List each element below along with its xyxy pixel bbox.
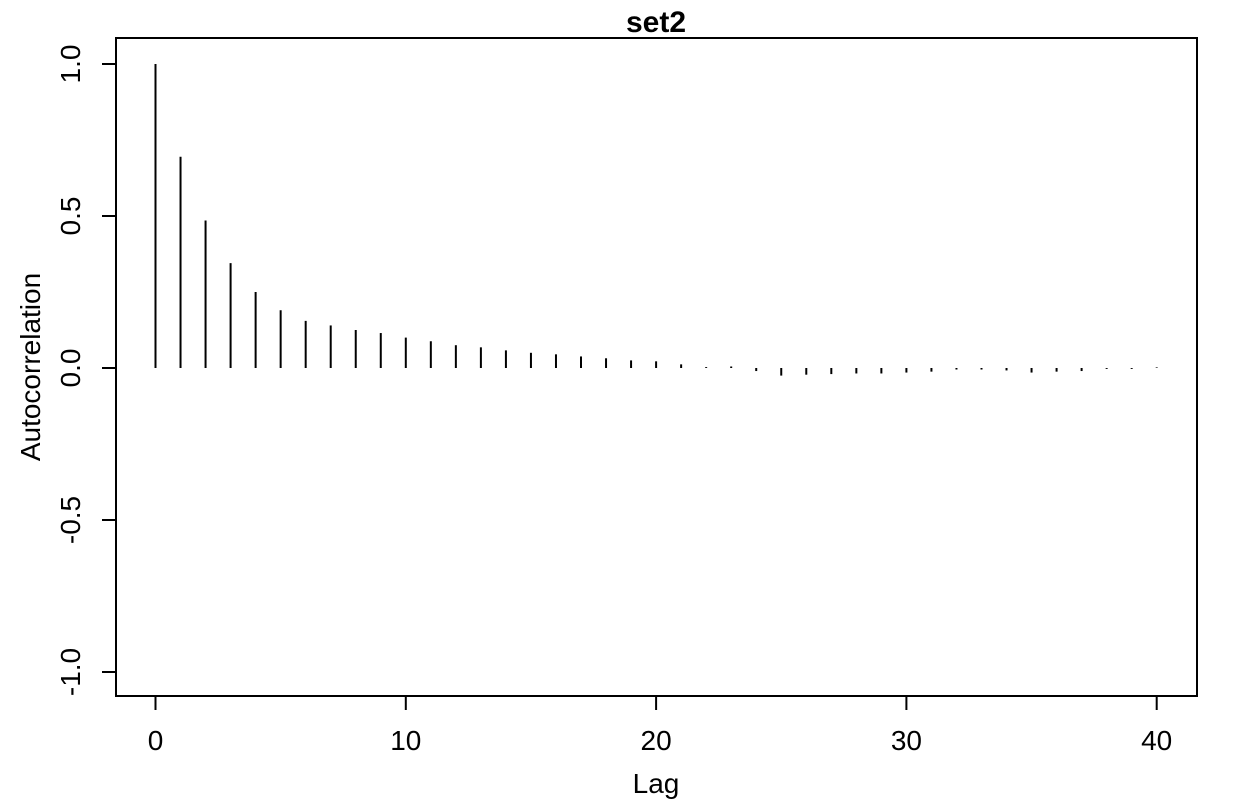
bars-group bbox=[154, 64, 1158, 376]
x-tick-label-40: 40 bbox=[1141, 725, 1172, 756]
x-tick-label-0: 0 bbox=[148, 725, 164, 756]
y-tick-label-0: -1.0 bbox=[55, 648, 86, 696]
y-tick-label-4: 1.0 bbox=[55, 45, 86, 84]
y-tick-label-2: 0.0 bbox=[55, 349, 86, 388]
x-tick-label-30: 30 bbox=[891, 725, 922, 756]
y-axis-label: Autocorrelation bbox=[15, 273, 46, 461]
y-tick-label-3: 0.5 bbox=[55, 197, 86, 236]
y-axis: -1.0 -0.5 0.0 0.5 1.0 bbox=[55, 45, 117, 696]
x-axis-label: Lag bbox=[633, 768, 680, 799]
y-tick-label-1: -0.5 bbox=[55, 496, 86, 544]
x-tick-label-20: 20 bbox=[641, 725, 672, 756]
chart-title: set2 bbox=[626, 6, 686, 39]
x-tick-label-10: 10 bbox=[390, 725, 421, 756]
x-axis: 0 10 20 30 40 bbox=[148, 695, 1172, 756]
